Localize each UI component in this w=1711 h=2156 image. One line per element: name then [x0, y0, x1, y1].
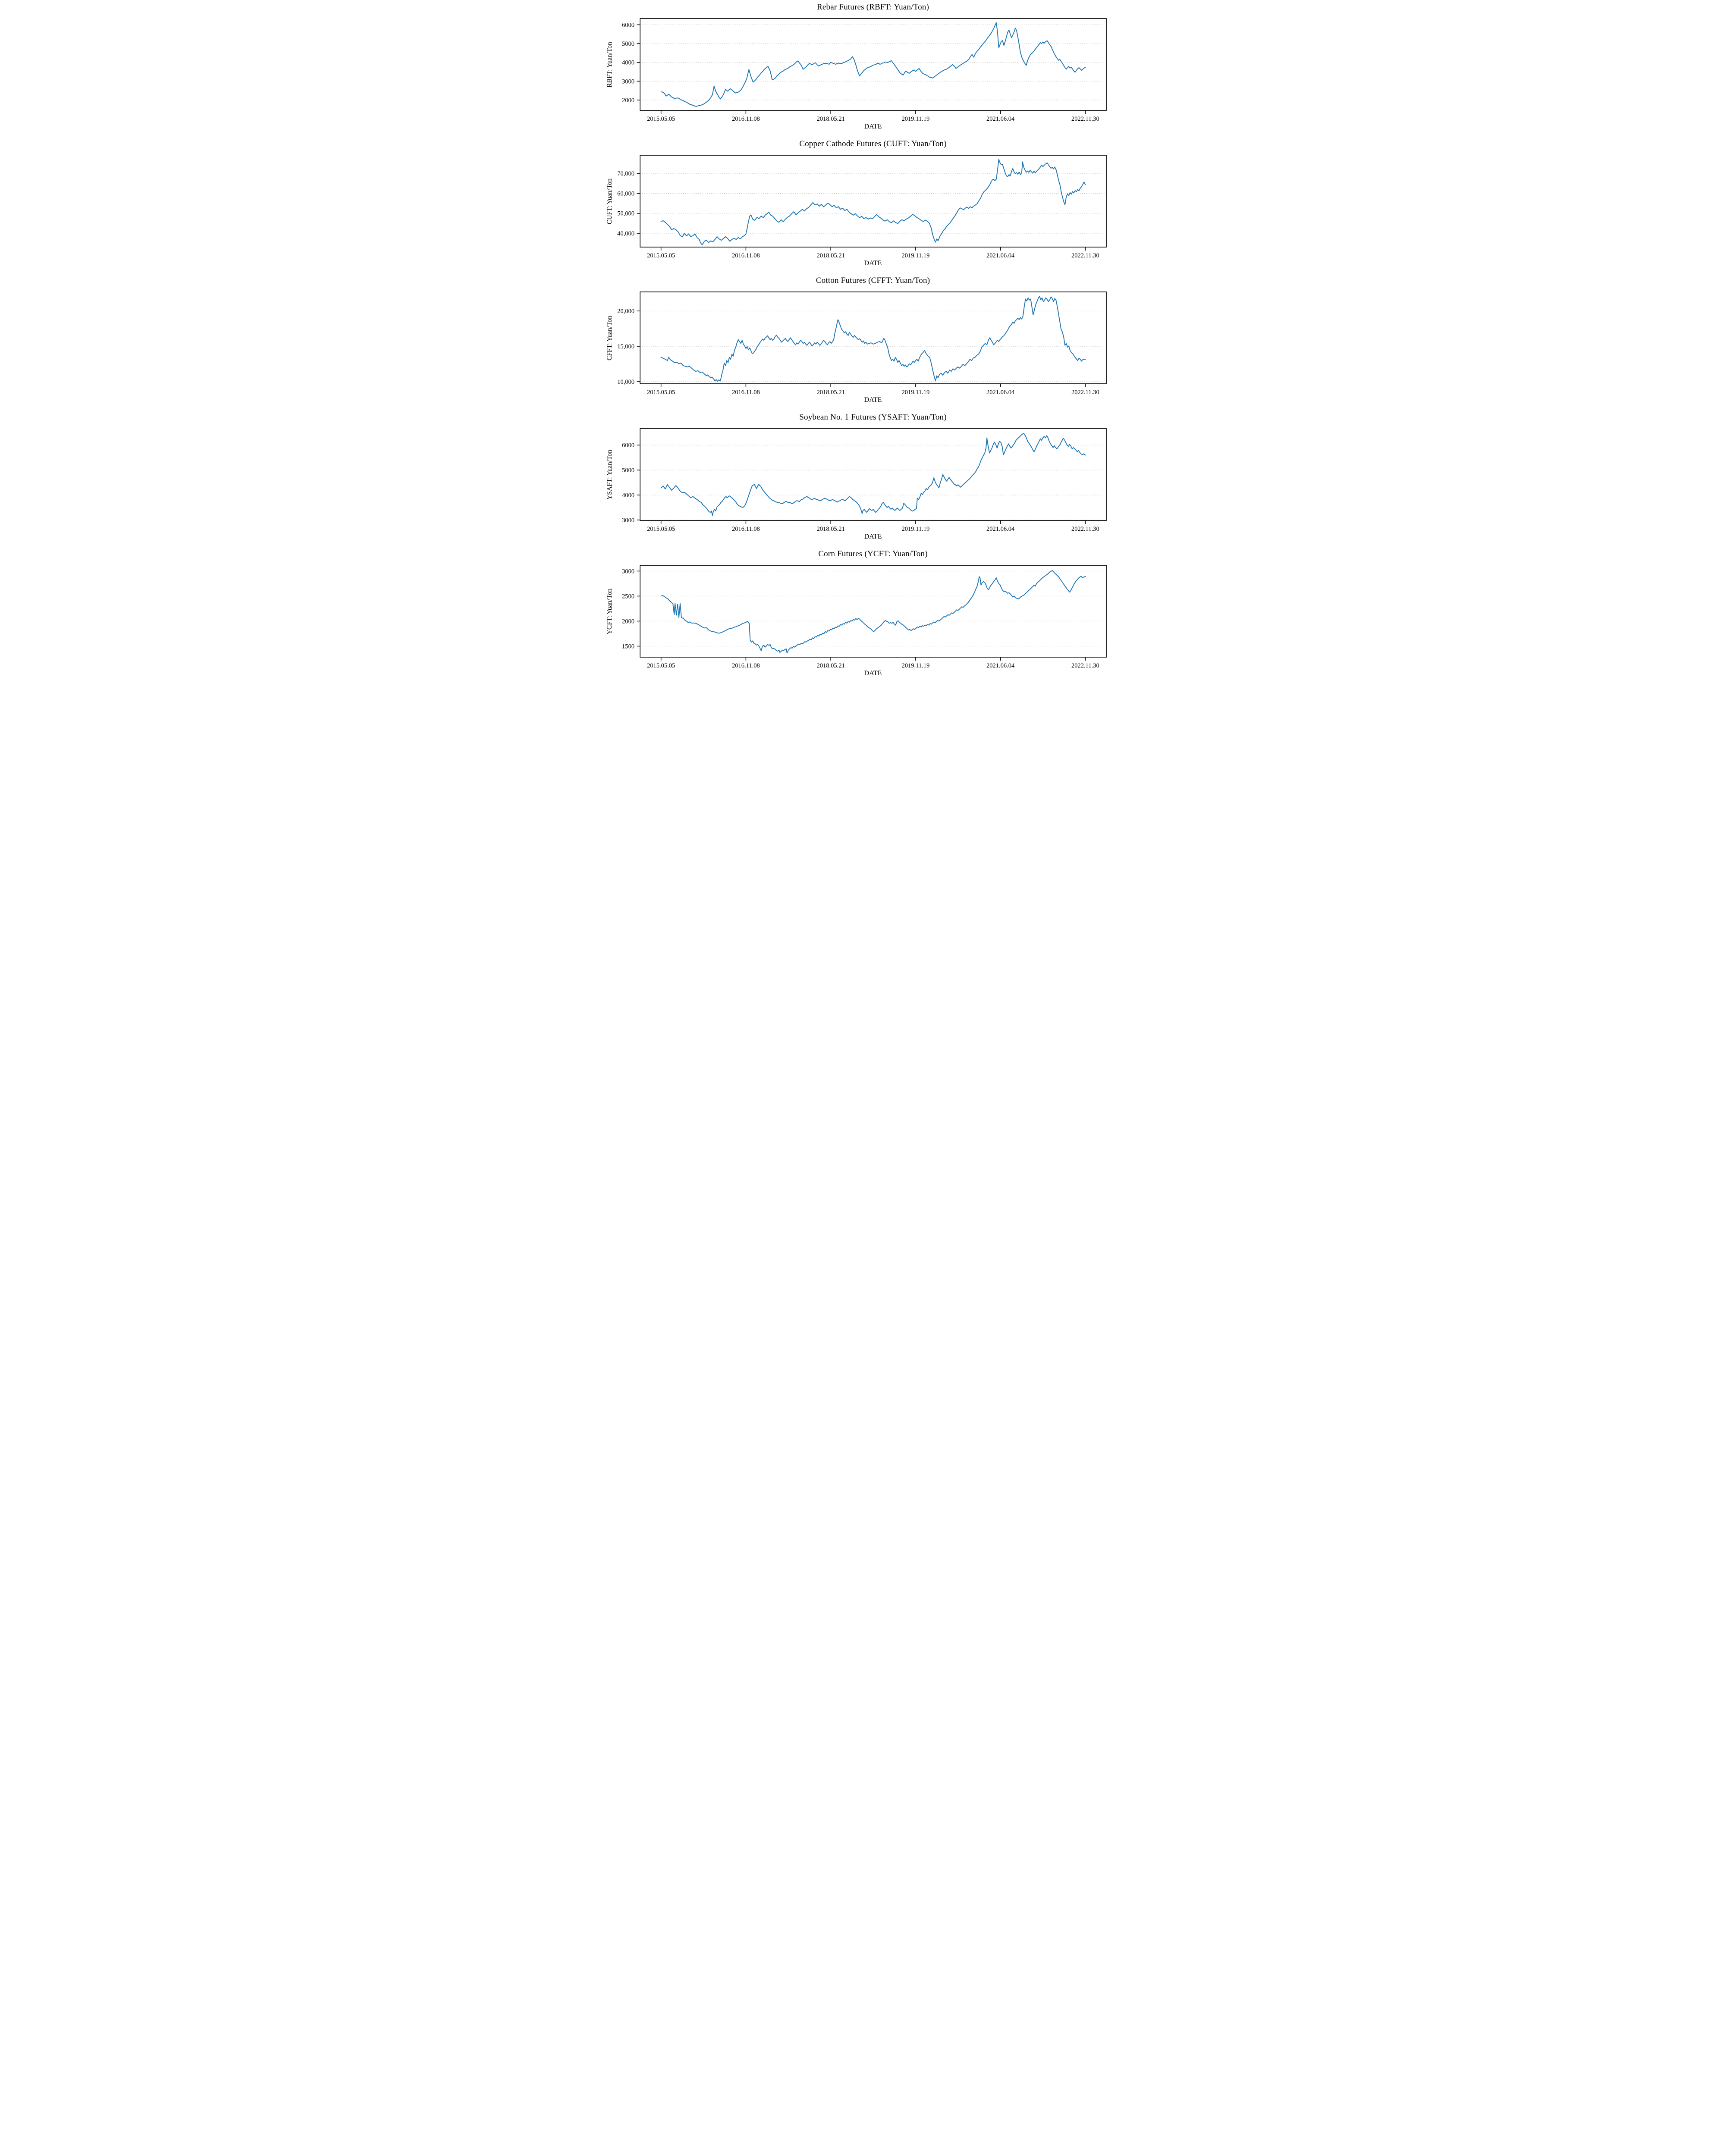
x-tick-label: 2021.06.04: [986, 662, 1014, 669]
x-tick-label: 2019.11.19: [901, 526, 929, 533]
y-tick-label: 4000: [622, 492, 634, 499]
plot-area-cuft: 40,000 50,000 60,000 70,000 2015.05.05 2016.1…: [617, 155, 1107, 259]
y-axis-label: RBFT: Yuan/Ton: [606, 42, 613, 88]
plot-border: [639, 18, 1107, 111]
y-tick-label: 40,000: [617, 230, 634, 237]
y-axis-label: YSAFT: Yuan/Ton: [606, 450, 613, 500]
plot-border: [639, 155, 1107, 248]
x-tick-label: 2019.11.19: [901, 389, 929, 396]
x-axis-label: DATE: [864, 260, 882, 267]
chart-title: Copper Cathode Futures (CUFT: Yuan/Ton): [799, 139, 947, 148]
x-tick-label: 2018.05.21: [816, 116, 845, 122]
chart-title: Soybean No. 1 Futures (YSAFT: Yuan/Ton): [799, 413, 947, 422]
y-tick-label: 2500: [622, 593, 634, 600]
x-tick-label: 2019.11.19: [901, 662, 929, 669]
plot-border: [639, 428, 1107, 521]
y-tick-label: 6000: [622, 22, 634, 28]
x-tick-label: 2019.11.19: [901, 116, 929, 122]
x-tick-label: 2016.11.08: [732, 252, 760, 259]
price-line: [660, 22, 1086, 107]
price-line: [660, 433, 1086, 516]
plot-area-rbft: 2000 3000 4000 5000 6000 2015.05.05 2016.11.08…: [622, 18, 1107, 122]
x-tick-label: 2021.06.04: [986, 526, 1014, 533]
x-tick-label: 2015.05.05: [647, 252, 675, 259]
y-tick-label: 2000: [622, 97, 634, 104]
x-tick-label: 2016.11.08: [732, 526, 760, 533]
y-tick-label: 5000: [622, 467, 634, 474]
x-tick-label: 2021.06.04: [986, 252, 1014, 259]
x-tick-label: 2022.11.30: [1071, 526, 1099, 533]
x-tick-label: 2022.11.30: [1071, 116, 1099, 122]
x-tick-label: 2018.05.21: [816, 389, 845, 396]
x-axis-label: DATE: [864, 670, 882, 677]
x-tick-label: 2015.05.05: [647, 526, 675, 533]
y-axis-label: CFFT: Yuan/Ton: [606, 316, 613, 360]
y-tick-label: 15,000: [617, 343, 634, 350]
x-tick-label: 2022.11.30: [1071, 662, 1099, 669]
chart-soybean-no1-futures: 3000 4000 5000 6000 2015.05.05 2016.11.08 2018…: [597, 410, 1115, 547]
y-axis-label: CUFT: Yuan/Ton: [606, 178, 613, 225]
y-tick-label: 1500: [622, 643, 634, 650]
y-tick-label: 60,000: [617, 190, 634, 197]
chart-title: Corn Futures (YCFT: Yuan/Ton): [818, 549, 928, 558]
chart-corn-futures: 1500 2000 2500 3000 2015.05.05 2016.11.08 2018…: [597, 547, 1115, 686]
price-line: [660, 570, 1086, 654]
price-line: [660, 296, 1086, 382]
x-tick-label: 2015.05.05: [647, 389, 675, 396]
y-tick-label: 20,000: [617, 308, 634, 315]
x-tick-label: 2021.06.04: [986, 116, 1014, 122]
x-tick-label: 2015.05.05: [647, 116, 675, 122]
figure-panel: 2000 3000 4000 5000 6000 2015.05.05 2016.11.08…: [596, 0, 1115, 686]
x-tick-label: 2016.11.08: [732, 662, 760, 669]
x-axis-label: DATE: [864, 396, 882, 404]
plot-area-ycft: 1500 2000 2500 3000 2015.05.05 2016.11.08 2018…: [622, 565, 1107, 669]
y-axis-label: YCFT: Yuan/Ton: [606, 588, 613, 635]
y-tick-label: 4000: [622, 60, 634, 66]
y-tick-label: 6000: [622, 442, 634, 449]
x-tick-label: 2015.05.05: [647, 662, 675, 669]
y-tick-label: 10,000: [617, 379, 634, 385]
y-tick-label: 3000: [622, 78, 634, 85]
x-tick-label: 2018.05.21: [816, 526, 845, 533]
plot-area-cfft: 10,000 15,000 20,000 2015.05.05 2016.11.08 20…: [617, 291, 1107, 396]
plot-border: [639, 291, 1107, 384]
chart-cotton-futures: 10,000 15,000 20,000 2015.05.05 2016.11.08 20…: [597, 273, 1115, 410]
x-tick-label: 2021.06.04: [986, 389, 1014, 396]
y-tick-label: 50,000: [617, 210, 634, 217]
y-tick-label: 3000: [622, 517, 634, 524]
y-tick-label: 5000: [622, 41, 634, 47]
chart-title: Rebar Futures (RBFT: Yuan/Ton): [816, 3, 929, 12]
x-tick-label: 2016.11.08: [732, 116, 760, 122]
x-tick-label: 2022.11.30: [1071, 389, 1099, 396]
y-tick-label: 3000: [622, 568, 634, 575]
chart-rebar-futures: 2000 3000 4000 5000 6000 2015.05.05 2016.11.08…: [597, 0, 1115, 137]
x-axis-label: DATE: [864, 533, 882, 540]
y-tick-label: 2000: [622, 618, 634, 625]
plot-border: [639, 565, 1107, 658]
x-tick-label: 2022.11.30: [1071, 252, 1099, 259]
x-tick-label: 2016.11.08: [732, 389, 760, 396]
x-axis-label: DATE: [864, 123, 882, 130]
x-tick-label: 2019.11.19: [901, 252, 929, 259]
chart-title: Cotton Futures (CFFT: Yuan/Ton): [816, 276, 930, 285]
y-tick-label: 70,000: [617, 170, 634, 177]
price-line: [660, 159, 1086, 245]
chart-copper-cathode-futures: 40,000 50,000 60,000 70,000 2015.05.05 2016.1…: [597, 137, 1115, 273]
x-tick-label: 2018.05.21: [816, 252, 845, 259]
plot-area-ysaft: 3000 4000 5000 6000 2015.05.05 2016.11.08 2018…: [622, 428, 1107, 533]
x-tick-label: 2018.05.21: [816, 662, 845, 669]
